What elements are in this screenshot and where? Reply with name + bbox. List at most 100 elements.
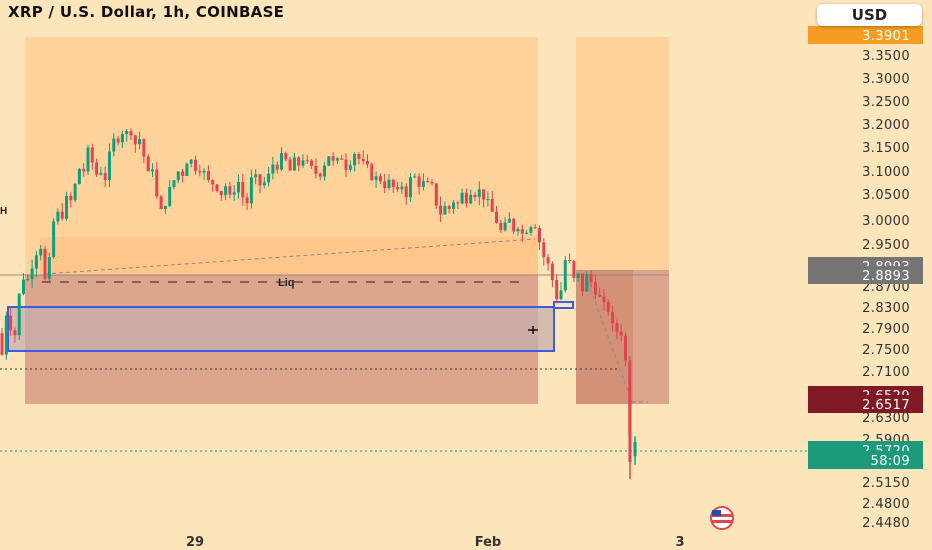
candle bbox=[151, 163, 154, 178]
candle bbox=[482, 189, 486, 208]
candle bbox=[310, 159, 314, 169]
candle bbox=[387, 173, 391, 191]
candle bbox=[211, 179, 215, 192]
candle bbox=[572, 260, 576, 283]
candle bbox=[366, 154, 369, 168]
candle bbox=[417, 173, 421, 195]
candle bbox=[176, 170, 180, 184]
candle bbox=[185, 162, 189, 177]
candle bbox=[198, 164, 202, 177]
candle bbox=[477, 181, 481, 206]
candle bbox=[26, 274, 30, 282]
candle bbox=[82, 162, 86, 177]
candle bbox=[73, 182, 77, 203]
candle bbox=[4, 311, 8, 360]
candle bbox=[563, 256, 567, 293]
time-tick-label: 29 bbox=[186, 535, 204, 550]
time-axis: 29 Feb 3 bbox=[186, 535, 685, 550]
chart-title: XRP / U.S. Dollar, 1h, COINBASE bbox=[8, 3, 285, 21]
candle bbox=[17, 293, 21, 340]
candle bbox=[47, 252, 51, 282]
candle bbox=[9, 307, 13, 336]
candle bbox=[452, 200, 455, 214]
candle bbox=[486, 191, 490, 207]
candle bbox=[228, 181, 232, 199]
candle bbox=[219, 190, 223, 201]
candle bbox=[34, 251, 38, 278]
candle bbox=[112, 133, 116, 157]
candle bbox=[512, 217, 516, 235]
candle bbox=[194, 155, 197, 175]
candle bbox=[56, 208, 60, 225]
us-flag-icon[interactable] bbox=[710, 506, 734, 530]
candle bbox=[576, 272, 580, 282]
candle bbox=[249, 169, 253, 209]
candle bbox=[633, 436, 637, 465]
candle bbox=[598, 287, 602, 298]
candle bbox=[142, 138, 146, 164]
candle bbox=[421, 173, 425, 191]
candle bbox=[499, 219, 503, 233]
candle bbox=[163, 205, 167, 215]
candle bbox=[404, 183, 408, 205]
candle bbox=[520, 224, 524, 242]
candle bbox=[568, 253, 572, 263]
candle bbox=[232, 184, 236, 201]
candle bbox=[288, 156, 292, 171]
price-tick-label: 3.3500 bbox=[862, 49, 910, 64]
currency-button[interactable]: USD bbox=[817, 4, 922, 26]
candle bbox=[353, 152, 357, 172]
candle bbox=[602, 289, 606, 311]
candle bbox=[391, 178, 395, 193]
candle bbox=[516, 226, 520, 236]
candle bbox=[550, 261, 554, 288]
candle bbox=[538, 225, 541, 251]
candle bbox=[611, 305, 615, 332]
candle bbox=[13, 327, 17, 343]
candle bbox=[305, 155, 309, 165]
candle bbox=[125, 128, 129, 142]
candle bbox=[593, 274, 597, 299]
candle bbox=[22, 273, 25, 296]
candle bbox=[529, 225, 533, 236]
candle bbox=[258, 173, 262, 194]
candle bbox=[585, 271, 589, 292]
candle bbox=[624, 332, 627, 367]
candle bbox=[129, 128, 133, 141]
candle bbox=[533, 224, 537, 229]
candle bbox=[284, 151, 288, 162]
candle bbox=[30, 259, 34, 289]
candle bbox=[241, 173, 245, 206]
candle bbox=[555, 274, 559, 304]
candle bbox=[374, 171, 378, 188]
candle bbox=[77, 168, 81, 185]
candle bbox=[314, 158, 318, 179]
candle bbox=[262, 176, 266, 189]
candle bbox=[383, 173, 387, 194]
price-tick-label: 2.4480 bbox=[862, 516, 910, 531]
high-marker: H bbox=[0, 206, 7, 217]
candle bbox=[344, 153, 348, 177]
candle bbox=[357, 152, 361, 165]
candle bbox=[456, 200, 460, 209]
candle bbox=[172, 179, 176, 190]
candle bbox=[99, 166, 103, 176]
candle bbox=[120, 130, 124, 149]
price-tick-label: 2.4800 bbox=[862, 497, 910, 512]
candle bbox=[43, 246, 47, 281]
candle bbox=[69, 192, 73, 208]
price-tick-label: 3.0500 bbox=[862, 188, 910, 203]
candle bbox=[275, 161, 279, 174]
candle bbox=[267, 166, 271, 187]
candle bbox=[108, 143, 111, 188]
candle bbox=[323, 162, 326, 181]
candle bbox=[464, 188, 468, 208]
candle bbox=[318, 172, 322, 181]
price-tag: 58:09 bbox=[871, 454, 910, 469]
candle bbox=[409, 173, 412, 203]
candle bbox=[133, 134, 137, 153]
price-tag: 2.6517 bbox=[862, 398, 910, 413]
candle bbox=[146, 154, 150, 172]
candle bbox=[619, 324, 623, 342]
